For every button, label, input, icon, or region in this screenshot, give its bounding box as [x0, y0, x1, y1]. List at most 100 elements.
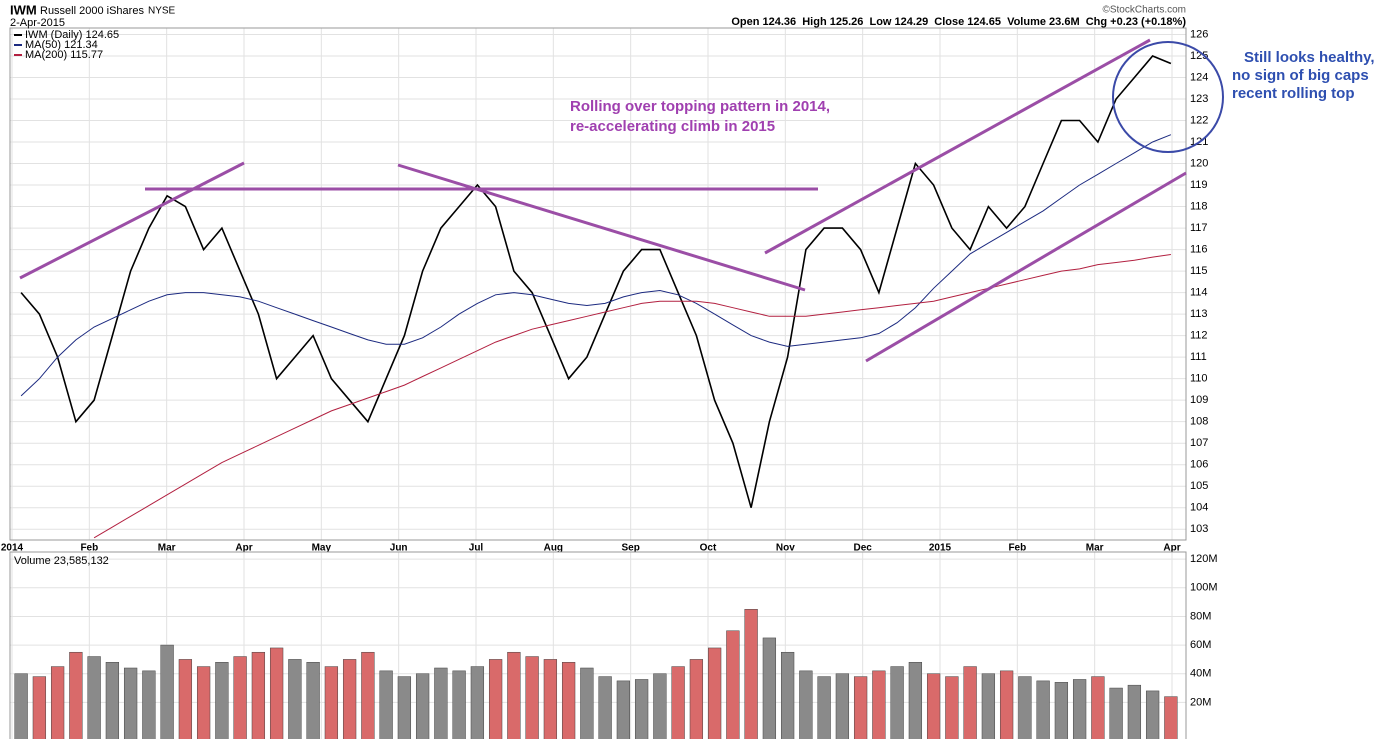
y-tick-label: 123 — [1190, 93, 1208, 105]
volume-label: Volume 23,585,132 — [14, 555, 109, 567]
annotation: Rolling over topping pattern in 2014, — [570, 98, 830, 115]
volume-bar — [707, 647, 722, 739]
volume-bar — [324, 666, 339, 739]
volume-bar — [872, 670, 886, 739]
volume-bar — [908, 662, 923, 739]
trendline — [764, 38, 1151, 255]
y-tick-label: 105 — [1190, 480, 1208, 492]
volume-bar — [160, 644, 174, 739]
volume-bar — [196, 666, 211, 739]
volume-bar — [999, 670, 1014, 739]
volume-bar — [379, 670, 393, 739]
price-panel — [9, 27, 1187, 541]
y-tick-label: 122 — [1190, 114, 1208, 126]
volume-bar — [288, 659, 302, 739]
volume-bar — [233, 656, 247, 739]
volume-bar — [178, 659, 193, 739]
volume-bar — [342, 659, 357, 739]
y-tick-label: 125 — [1190, 50, 1208, 62]
y-tick-label: 114 — [1190, 287, 1208, 299]
x-tick-label: May — [312, 543, 332, 554]
volume-bar — [543, 659, 558, 739]
y-tick-label: 115 — [1190, 265, 1208, 277]
y-tick-label: 113 — [1190, 308, 1208, 320]
volume-bar — [415, 673, 430, 739]
volume-bar — [87, 656, 101, 739]
volume-bar — [269, 647, 284, 739]
legend-label: IWM (Daily) 124.65 — [25, 29, 119, 41]
x-tick-label: Apr — [235, 543, 252, 554]
volume-bar — [1145, 690, 1160, 739]
volume-bar — [945, 676, 959, 739]
y-tick-label: 103 — [1190, 523, 1208, 535]
y-tick-label: 104 — [1190, 502, 1208, 514]
y-tick-label: 80M — [1190, 610, 1211, 622]
date: 2-Apr-2015 — [10, 17, 65, 29]
volume-bar — [14, 673, 28, 739]
y-tick-label: 120M — [1190, 553, 1218, 565]
volume-bar — [561, 662, 576, 739]
volume-bar — [470, 666, 485, 739]
volume-bar — [525, 656, 539, 739]
y-tick-label: 100M — [1190, 582, 1218, 594]
x-tick-label: Apr — [1163, 543, 1180, 554]
volume-bar — [963, 666, 977, 739]
y-tick-label: 118 — [1190, 200, 1208, 212]
y-tick-label: 124 — [1190, 71, 1208, 83]
y-tick-label: 108 — [1190, 416, 1208, 428]
volume-bar — [452, 670, 466, 739]
volume-bar — [69, 651, 83, 739]
volume-bar — [762, 637, 777, 739]
trendline — [397, 163, 806, 292]
x-tick-label: Mar — [1086, 543, 1104, 554]
volume-bar — [215, 662, 229, 739]
x-tick-label: Aug — [544, 543, 563, 554]
volume-bar — [890, 666, 904, 739]
volume-bar — [799, 670, 813, 739]
volume-bar — [50, 666, 65, 739]
volume-bar — [726, 630, 740, 739]
x-tick-label: Nov — [776, 543, 795, 554]
volume-bar — [1164, 696, 1178, 739]
volume-bar — [653, 673, 667, 739]
volume-bar — [434, 667, 448, 739]
volume-bar — [671, 666, 685, 739]
volume-bar — [1036, 680, 1050, 739]
x-tick-label: Feb — [1008, 543, 1026, 554]
y-tick-label: 109 — [1190, 394, 1208, 406]
x-tick-label: 2015 — [929, 543, 952, 554]
y-tick-label: 116 — [1190, 243, 1208, 255]
y-tick-label: 111 — [1190, 351, 1207, 363]
volume-bar — [1072, 679, 1087, 739]
volume-bar — [1109, 687, 1123, 739]
volume-bar — [780, 651, 795, 739]
source: ©StockCharts.com — [1102, 5, 1186, 16]
x-tick-label: Jul — [469, 543, 484, 554]
y-tick-label: 60M — [1190, 639, 1211, 651]
volume-bar — [744, 609, 758, 739]
y-tick-label: 107 — [1190, 437, 1208, 449]
price-line — [93, 254, 1171, 539]
volume-bar — [306, 662, 320, 739]
annotation: no sign of big caps — [1232, 67, 1369, 84]
y-tick-label: 20M — [1190, 696, 1211, 708]
legend-label: MA(200) 115.77 — [25, 49, 103, 61]
title: Russell 2000 iShares — [40, 5, 144, 17]
volume-bar — [105, 662, 120, 739]
volume-bar — [397, 676, 412, 739]
quote: Open 124.36 High 125.26 Low 124.29 Close… — [731, 16, 1186, 28]
trendline — [19, 161, 245, 280]
x-tick-label: Sep — [621, 543, 639, 554]
x-tick-label: Dec — [853, 543, 872, 554]
plot: 103 104 105 106 107 108 109 110 111 112 113 114 115 1… — [1, 28, 1218, 739]
volume-bar — [488, 659, 503, 739]
symbol: IWM — [10, 2, 37, 17]
annotation: recent rolling top — [1232, 85, 1355, 102]
volume-bar — [689, 659, 704, 739]
price-line — [20, 134, 1172, 397]
x-tick-label: 2014 — [1, 543, 24, 554]
volume-bar — [361, 651, 375, 739]
volume-bar — [580, 667, 594, 739]
y-tick-label: 126 — [1190, 28, 1208, 40]
volume-bar — [251, 651, 266, 739]
